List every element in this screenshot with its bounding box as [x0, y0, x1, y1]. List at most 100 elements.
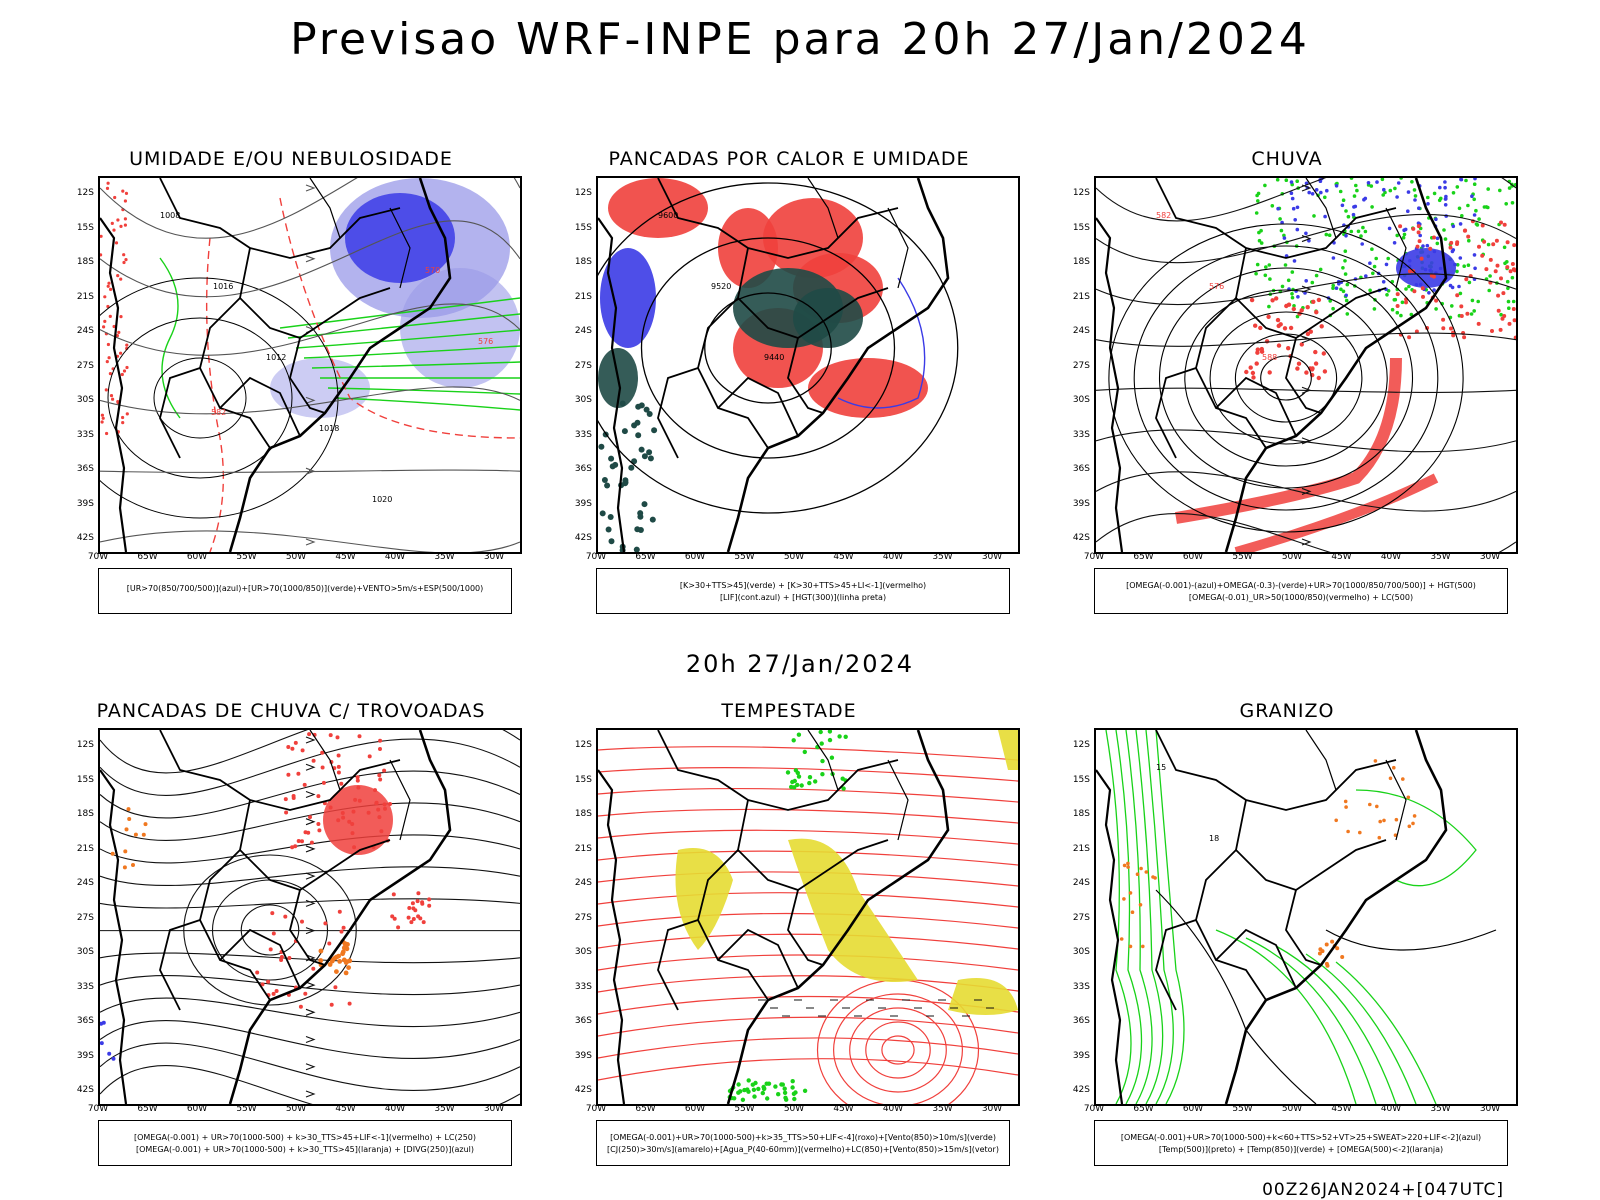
- lat-tick-label: 15S: [76, 774, 94, 785]
- valid-time-title: 20h 27/Jan/2024: [685, 650, 915, 678]
- legend-box: [OMEGA(-0.001)+UR>70(1000-500)+k>35_TTS>…: [596, 1120, 1010, 1166]
- lat-tick-label: 39S: [76, 498, 94, 509]
- lat-tick-label: 42S: [574, 533, 592, 543]
- legend-box: [OMEGA(-0.001)+UR>70(1000-500)+k<60+TTS>…: [1094, 1120, 1508, 1166]
- lat-tick-label: 36S: [1072, 464, 1090, 474]
- lon-tick-label: 50W: [1281, 1104, 1303, 1114]
- map-svg: 582 576 588: [1096, 178, 1516, 552]
- legend-box: [OMEGA(-0.001)-(azul)+OMEGA(-0.3)-(verde…: [1094, 568, 1508, 614]
- lon-tick-label: 65W: [635, 552, 656, 562]
- lat-tick-label: 27S: [1072, 912, 1090, 923]
- map-svg: [100, 730, 520, 1104]
- lat-tick-label: 12S: [76, 188, 94, 198]
- contour-label: 9440: [764, 353, 784, 362]
- lat-tick-label: 39S: [1072, 1050, 1090, 1061]
- lon-tick-label: 55W: [734, 552, 755, 562]
- lat-tick-label: 33S: [76, 981, 94, 992]
- lon-tick-label: 40W: [1380, 1104, 1402, 1114]
- lon-tick-label: 55W: [1232, 1104, 1253, 1114]
- lon-tick-label: 40W: [1380, 552, 1402, 562]
- lon-tick-label: 45W: [833, 552, 854, 562]
- lat-tick-label: 21S: [1072, 291, 1090, 302]
- lat-tick-label: 21S: [574, 843, 592, 854]
- legend-line: [OMEGA(-0.001) + UR>70(1000-500) + k>30_…: [133, 1133, 477, 1142]
- lon-tick-label: 45W: [335, 552, 356, 562]
- lon-tick-label: 50W: [1281, 552, 1303, 562]
- lat-tick-label: 24S: [76, 326, 94, 336]
- lat-tick-label: 24S: [1072, 878, 1090, 888]
- lon-tick-label: 35W: [1430, 1104, 1451, 1114]
- lat-tick-label: 30S: [574, 947, 592, 957]
- contour-label: 582: [1156, 211, 1171, 220]
- contour-label: 9600: [658, 211, 678, 220]
- lat-tick-label: 21S: [76, 843, 94, 854]
- lon-tick-label: 30W: [981, 552, 1003, 562]
- main-title: Previsao WRF-INPE para 20h 27/Jan/2024: [290, 14, 1310, 65]
- panel-title: UMIDADE E/OU NEBULOSIDADE: [129, 148, 453, 170]
- lon-tick-label: 50W: [285, 552, 307, 562]
- lat-tick-label: 33S: [76, 429, 94, 440]
- legend-line: [CJ(250)>30m/s](amarelo)+[Agua_P(40-60mm…: [607, 1145, 999, 1154]
- lon-tick-label: 50W: [783, 552, 805, 562]
- lat-tick-label: 39S: [76, 1050, 94, 1061]
- map-plot: [98, 728, 522, 1106]
- legend-line: [UR>70(850/700/500)](azul)+[UR>70(1000/8…: [126, 584, 484, 593]
- lat-tick-label: 36S: [574, 464, 592, 474]
- lon-tick-label: 50W: [783, 1104, 805, 1114]
- panel-title: PANCADAS POR CALOR E UMIDADE: [608, 148, 970, 170]
- lat-tick-label: 21S: [574, 291, 592, 302]
- contour-label: 1016: [213, 282, 233, 291]
- lat-tick-label: 18S: [76, 257, 94, 267]
- map-svg: 9600 9520 9440: [598, 178, 959, 552]
- lat-tick-label: 12S: [574, 188, 592, 198]
- lat-tick-label: 36S: [1072, 1016, 1090, 1026]
- panel-title: TEMPESTADE: [721, 700, 857, 722]
- panel-pancadas-trovoadas: PANCADAS DE CHUVA C/ TROVOADAS 12S 15S 18S 2…: [56, 700, 526, 1180]
- legend-box: [UR>70(850/700/500)](azul)+[UR>70(1000/8…: [98, 568, 512, 614]
- lat-tick-label: 27S: [574, 912, 592, 923]
- lat-tick-label: 18S: [76, 809, 94, 819]
- lon-tick-label: 55W: [1232, 552, 1253, 562]
- legend-line: [Temp(500)](preto) + [Temp(850)](verde) …: [1158, 1145, 1444, 1154]
- lat-tick-label: 30S: [1072, 947, 1090, 957]
- map-svg: [598, 730, 1018, 1104]
- lat-tick-label: 42S: [76, 1085, 94, 1095]
- lat-tick-label: 33S: [1072, 981, 1090, 992]
- lat-tick-label: 15S: [574, 222, 592, 233]
- panel-title: CHUVA: [1251, 148, 1323, 170]
- lat-tick-label: 15S: [1072, 774, 1090, 785]
- lat-tick-label: 15S: [76, 222, 94, 233]
- legend-line: [LIF](cont.azul) + [HGT(300)](linha pret…: [719, 593, 887, 602]
- lon-tick-label: 30W: [483, 1104, 505, 1114]
- lat-tick-label: 42S: [76, 533, 94, 543]
- lon-tick-label: 60W: [1182, 552, 1204, 562]
- lat-tick-label: 21S: [1072, 843, 1090, 854]
- lon-tick-label: 65W: [1133, 1104, 1154, 1114]
- panel-pancadas-calor: PANCADAS POR CALOR E UMIDADE 9600 9520 9440…: [554, 148, 1024, 628]
- lat-tick-label: 12S: [574, 740, 592, 750]
- panel-title: GRANIZO: [1239, 700, 1335, 722]
- lat-tick-label: 21S: [76, 291, 94, 302]
- map-plot: 582 576 588: [1094, 176, 1518, 554]
- map-plot: [596, 728, 1020, 1106]
- lon-tick-label: 70W: [1083, 1104, 1105, 1114]
- map-plot: 15 18: [1094, 728, 1518, 1106]
- contour-label: 576: [478, 337, 493, 346]
- lon-tick-label: 40W: [882, 552, 904, 562]
- lon-tick-label: 70W: [585, 552, 607, 562]
- lat-tick-label: 27S: [1072, 360, 1090, 371]
- lon-tick-label: 55W: [236, 552, 257, 562]
- lat-tick-label: 33S: [1072, 429, 1090, 440]
- map-plot: 1008 1016 1012 1018 1020 570 576 582: [98, 176, 522, 554]
- contour-label: 576: [1209, 282, 1224, 291]
- lat-tick-label: 42S: [1072, 533, 1090, 543]
- lon-tick-label: 35W: [932, 1104, 953, 1114]
- lat-tick-label: 39S: [1072, 498, 1090, 509]
- lat-tick-label: 24S: [1072, 326, 1090, 336]
- lat-tick-label: 30S: [76, 395, 94, 405]
- lon-tick-label: 65W: [137, 552, 158, 562]
- panel-tempestade: TEMPESTADE 12S 15S 18S 21S 24S 27S 30S 33S 36S 39S…: [554, 700, 1024, 1180]
- contour-label: 582: [211, 408, 226, 417]
- lat-tick-label: 39S: [574, 1050, 592, 1061]
